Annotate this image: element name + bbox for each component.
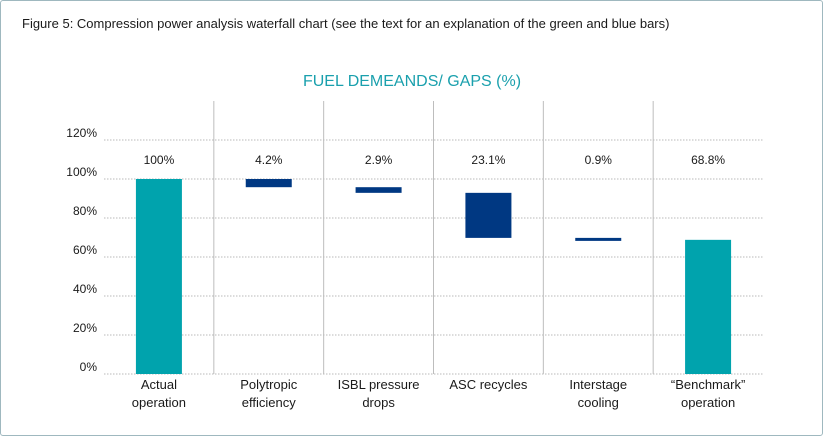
y-tick-label: 60% — [73, 243, 97, 257]
category-label: operation — [132, 395, 186, 410]
data-label: 0.9% — [585, 153, 613, 167]
category-label: “Benchmark” — [671, 377, 745, 392]
y-axis-ticks: 0% 20% 40% 60% 80% 100% 120% — [66, 126, 97, 374]
chart-title: FUEL DEMEANDS/ GAPS (%) — [303, 73, 521, 90]
y-tick-label: 0% — [80, 360, 98, 374]
y-tick-label: 40% — [73, 282, 97, 296]
bars — [135, 179, 732, 374]
category-label: ISBL pressure — [338, 377, 420, 392]
category-label: efficiency — [242, 395, 296, 410]
category-label: operation — [681, 395, 735, 410]
waterfall-bar — [575, 237, 622, 241]
waterfall-bar — [245, 179, 292, 188]
x-axis-categories: Actual operation Polytropic efficiency ISBL … — [132, 377, 745, 410]
category-separators — [213, 101, 654, 374]
data-label: 100% — [144, 153, 175, 167]
y-tick-label: 80% — [73, 204, 97, 218]
data-label: 2.9% — [365, 153, 393, 167]
y-tick-label: 20% — [73, 321, 97, 335]
y-tick-label: 120% — [66, 126, 97, 140]
waterfall-bar — [135, 179, 182, 374]
category-label: drops — [362, 395, 395, 410]
y-tick-label: 100% — [66, 165, 97, 179]
figure-caption: Figure 5: Compression power analysis wat… — [22, 16, 670, 31]
data-label: 68.8% — [691, 153, 725, 167]
waterfall-bar — [685, 239, 732, 374]
category-label: ASC recycles — [449, 377, 528, 392]
category-label: Polytropic — [240, 377, 298, 392]
waterfall-bar — [355, 187, 402, 193]
data-label: 23.1% — [471, 153, 505, 167]
waterfall-bar — [465, 192, 512, 238]
data-label: 4.2% — [255, 153, 283, 167]
category-label: cooling — [578, 395, 619, 410]
data-labels: 100% 4.2% 2.9% 23.1% 0.9% 68.8% — [144, 153, 726, 167]
category-label: Actual — [141, 377, 177, 392]
category-label: Interstage — [569, 377, 627, 392]
